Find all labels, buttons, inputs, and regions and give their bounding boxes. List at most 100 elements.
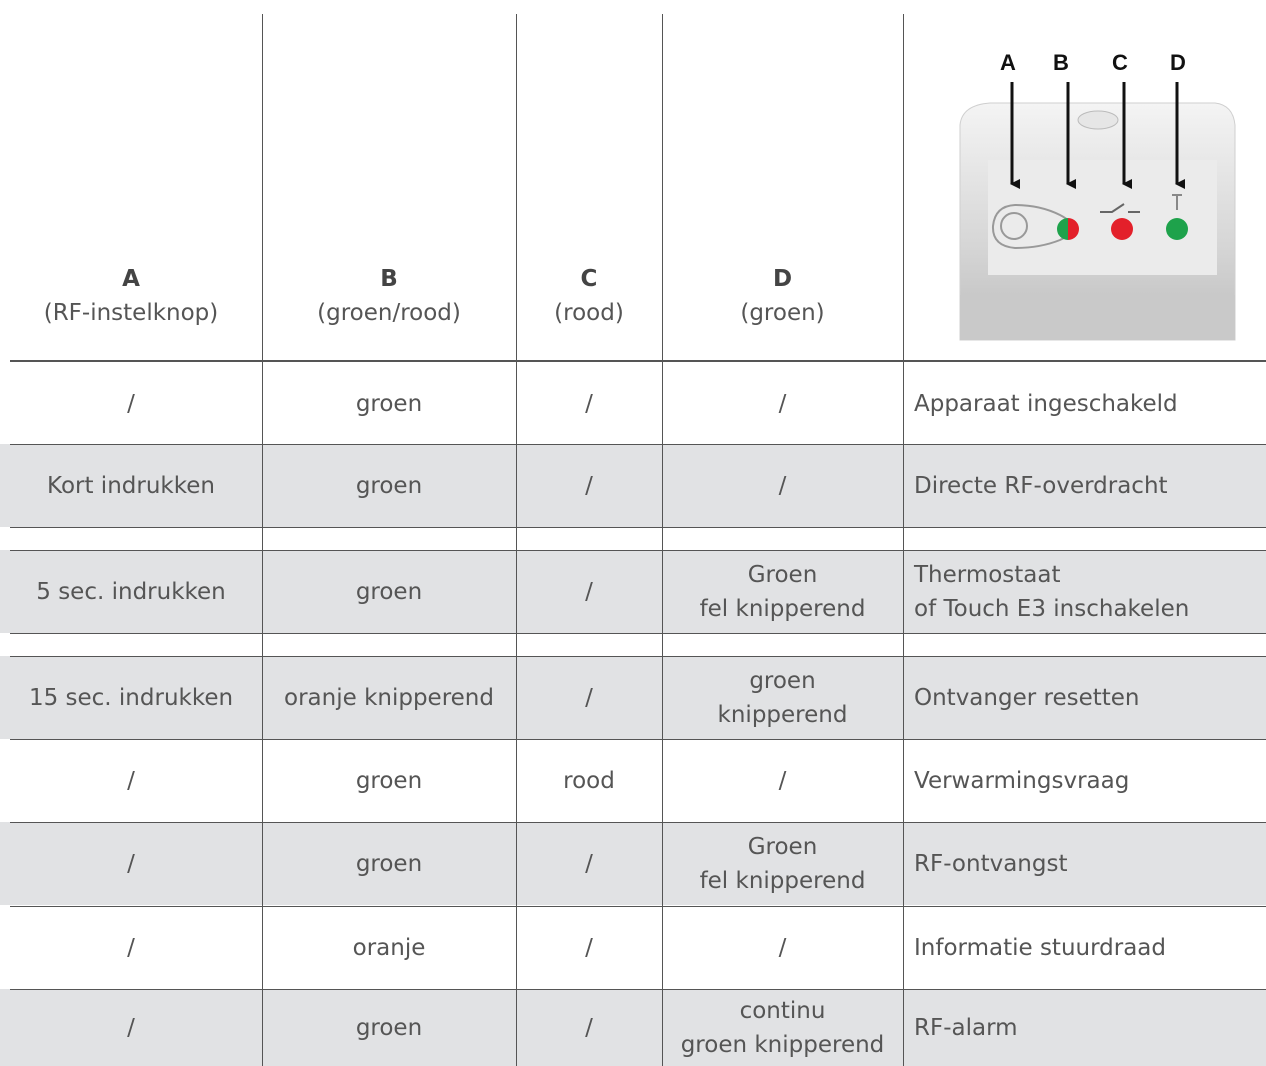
row-line xyxy=(10,444,1266,445)
header-desc: (RF-instelknop) xyxy=(43,300,219,326)
table-cell: groen xyxy=(262,989,516,1066)
row-line xyxy=(10,822,1266,823)
table-cell: / xyxy=(662,739,903,822)
header-cell: C (rood) xyxy=(516,262,662,330)
button-knob xyxy=(1000,212,1028,240)
table-cell: / xyxy=(516,822,662,905)
table-cell: / xyxy=(516,362,662,445)
table-cell: oranje xyxy=(262,906,516,989)
column-line xyxy=(262,14,263,1066)
column-line xyxy=(903,14,904,1066)
table-cell: groen xyxy=(262,362,516,445)
row-shade xyxy=(0,822,1266,905)
cell-text: Groen xyxy=(747,833,818,860)
table-cell: Apparaat ingeschakeld xyxy=(903,362,1266,445)
cell-text: Groen xyxy=(747,561,818,588)
cell-text: / xyxy=(778,472,787,499)
cell-text: oranje knipperend xyxy=(284,684,494,711)
table-cell: / xyxy=(0,989,262,1066)
cell-text: / xyxy=(127,934,135,961)
cell-text: groen xyxy=(355,850,423,877)
switch-icon xyxy=(1100,203,1140,213)
table-cell: rood xyxy=(516,739,662,822)
cell-text: Kort indrukken xyxy=(47,472,215,499)
cell-text: / xyxy=(778,767,787,794)
row-shade xyxy=(0,989,1266,1066)
table-cell: Informatie stuurdraad xyxy=(903,906,1266,989)
table-cell: groen xyxy=(262,550,516,633)
table-cell: RF-alarm xyxy=(903,989,1266,1066)
row-line xyxy=(10,989,1266,990)
cell-text: / xyxy=(585,850,593,877)
cell-text: Apparaat ingeschakeld xyxy=(914,390,1178,417)
table-cell: groen knipperend xyxy=(662,656,903,739)
cell-text: groen xyxy=(355,1014,423,1041)
cell-text: / xyxy=(585,578,593,605)
table-cell: 15 sec. indrukken xyxy=(0,656,262,739)
table-cell: Verwarmingsvraag xyxy=(903,739,1266,822)
cell-text: / xyxy=(585,934,593,961)
device-illustration: A B C D xyxy=(959,50,1236,341)
table-cell: continu groen knipperend xyxy=(662,989,903,1066)
column-line xyxy=(516,14,517,1066)
cell-text: fel knipperend xyxy=(699,867,866,894)
cell-text: / xyxy=(585,390,593,417)
table-cell: Thermostaat of Touch E3 inschakelen xyxy=(903,550,1266,633)
table-cell: / xyxy=(662,906,903,989)
table-cell: Kort indrukken xyxy=(0,444,262,527)
image-label: B xyxy=(1053,50,1069,75)
table-cell: Groen fel knipperend xyxy=(662,550,903,633)
table-cell: / xyxy=(0,906,262,989)
row-line xyxy=(10,527,1266,528)
table-cell: / xyxy=(662,444,903,527)
table-cell: / xyxy=(662,362,903,445)
header-desc: (rood) xyxy=(554,300,624,326)
cell-text: groen xyxy=(355,767,423,794)
table-cell: / xyxy=(516,906,662,989)
cell-text: / xyxy=(127,1014,135,1041)
image-label: C xyxy=(1112,50,1128,75)
cell-text: oranje xyxy=(352,934,426,961)
cell-text: fel knipperend xyxy=(699,595,866,622)
table-cell: Groen fel knipperend xyxy=(662,822,903,905)
header-letter: A xyxy=(122,266,140,292)
table-cell: / xyxy=(516,444,662,527)
cell-text: groen knipperend xyxy=(680,1031,885,1058)
table-cell: groen xyxy=(262,444,516,527)
table-cell: / xyxy=(0,822,262,905)
cell-text: / xyxy=(778,934,787,961)
row-shade xyxy=(0,656,1266,739)
cell-text: Informatie stuurdraad xyxy=(914,934,1167,961)
device-panel xyxy=(988,160,1217,275)
cell-text: RF-alarm xyxy=(914,1014,1018,1041)
button-outline xyxy=(991,203,1074,250)
cell-text: Thermostaat xyxy=(914,561,1061,588)
header-cell: B (groen/rood) xyxy=(262,262,516,330)
row-line xyxy=(10,550,1266,551)
led-b-red xyxy=(1068,218,1079,240)
cell-text: Verwarmingsvraag xyxy=(914,767,1130,794)
table-cell: Directe RF-overdracht xyxy=(903,444,1266,527)
led-d xyxy=(1166,218,1188,240)
row-line xyxy=(10,656,1266,657)
header-cell: D (groen) xyxy=(662,262,903,330)
row-line xyxy=(10,633,1266,634)
header-letter: C xyxy=(580,266,598,292)
row-shade xyxy=(0,550,1266,633)
table-cell: oranje knipperend xyxy=(262,656,516,739)
table-cell: 5 sec. indrukken xyxy=(0,550,262,633)
cell-text: / xyxy=(585,472,593,499)
cell-text: Ontvanger resetten xyxy=(914,684,1140,711)
led-b-green xyxy=(1057,218,1068,240)
cell-text: RF-ontvangst xyxy=(914,850,1068,877)
cell-text: of Touch E3 inschakelen xyxy=(914,595,1190,622)
row-line xyxy=(10,739,1266,740)
image-label: D xyxy=(1170,50,1186,75)
table-cell: RF-ontvangst xyxy=(903,822,1266,905)
cell-text: 5 sec. indrukken xyxy=(36,578,226,605)
cell-text: 15 sec. indrukken xyxy=(28,684,234,711)
header-letter: D xyxy=(772,266,793,292)
cell-text: / xyxy=(585,684,593,711)
table-cell: / xyxy=(516,550,662,633)
